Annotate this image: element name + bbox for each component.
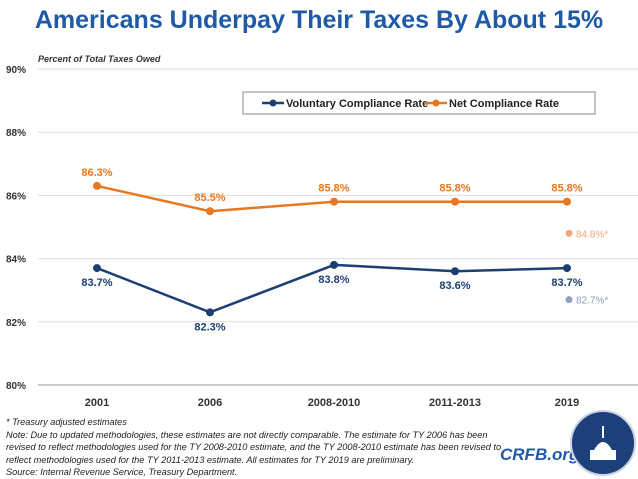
capitol-logo-icon bbox=[570, 410, 636, 476]
y-tick-label: 88% bbox=[6, 128, 26, 139]
x-tick-label: 2008-2010 bbox=[308, 397, 361, 409]
data-point bbox=[206, 207, 214, 216]
asterisk-note: * Treasury adjusted estimates bbox=[6, 417, 127, 427]
data-point bbox=[93, 264, 101, 273]
data-point bbox=[451, 267, 459, 276]
adjusted-point bbox=[565, 296, 573, 304]
legend-marker bbox=[432, 99, 440, 107]
data-point bbox=[563, 197, 571, 206]
data-label: 85.8% bbox=[318, 183, 349, 195]
brand-link[interactable]: CRFB.org bbox=[500, 445, 580, 464]
legend-label: Net Compliance Rate bbox=[449, 98, 559, 110]
data-label: 83.7% bbox=[551, 277, 582, 289]
x-tick-label: 2006 bbox=[198, 397, 222, 409]
legend bbox=[242, 91, 596, 115]
data-point bbox=[93, 181, 101, 190]
data-label: 86.3% bbox=[81, 167, 112, 179]
y-tick-label: 90% bbox=[6, 65, 26, 76]
series-line bbox=[96, 263, 568, 314]
source-note: Source: Internal Revenue Service, Treasu… bbox=[6, 467, 238, 477]
data-point bbox=[206, 308, 214, 317]
adjusted-point bbox=[565, 229, 573, 237]
data-label: 83.6% bbox=[439, 280, 470, 292]
legend-marker bbox=[269, 99, 277, 107]
data-point bbox=[330, 197, 338, 206]
y-tick-label: 86% bbox=[6, 191, 26, 202]
x-tick-label: 2019 bbox=[555, 397, 579, 409]
y-tick-label: 82% bbox=[6, 318, 26, 329]
x-tick-label: 2011-2013 bbox=[429, 397, 481, 409]
data-label: 85.8% bbox=[551, 183, 582, 195]
data-label: 85.8% bbox=[439, 183, 470, 195]
y-axis-label: Percent of Total Taxes Owed bbox=[38, 54, 161, 64]
methodology-note: Note: Due to updated methodologies, thes… bbox=[6, 429, 502, 465]
data-label: 83.8% bbox=[318, 274, 349, 286]
x-tick-label: 2001 bbox=[85, 397, 109, 409]
adjusted-label: 84.8%* bbox=[576, 229, 608, 240]
chart-title: Americans Underpay Their Taxes By About … bbox=[34, 6, 604, 34]
data-label: 83.7% bbox=[81, 277, 112, 289]
data-point bbox=[451, 197, 459, 206]
data-label: 85.5% bbox=[194, 192, 225, 204]
y-tick-label: 80% bbox=[6, 381, 26, 392]
y-tick-label: 84% bbox=[6, 255, 26, 266]
data-point bbox=[330, 260, 338, 269]
footnotes: * Treasury adjusted estimates Note: Due … bbox=[6, 416, 506, 479]
line-chart: 80% 82% 84% 86% 88% 90% 2001 2006 2008-2010 2011-… bbox=[6, 65, 638, 409]
data-label: 82.3% bbox=[194, 321, 225, 333]
legend-label: Voluntary Compliance Rate bbox=[286, 98, 428, 110]
data-point bbox=[563, 264, 571, 273]
adjusted-label: 82.7%* bbox=[576, 296, 608, 307]
